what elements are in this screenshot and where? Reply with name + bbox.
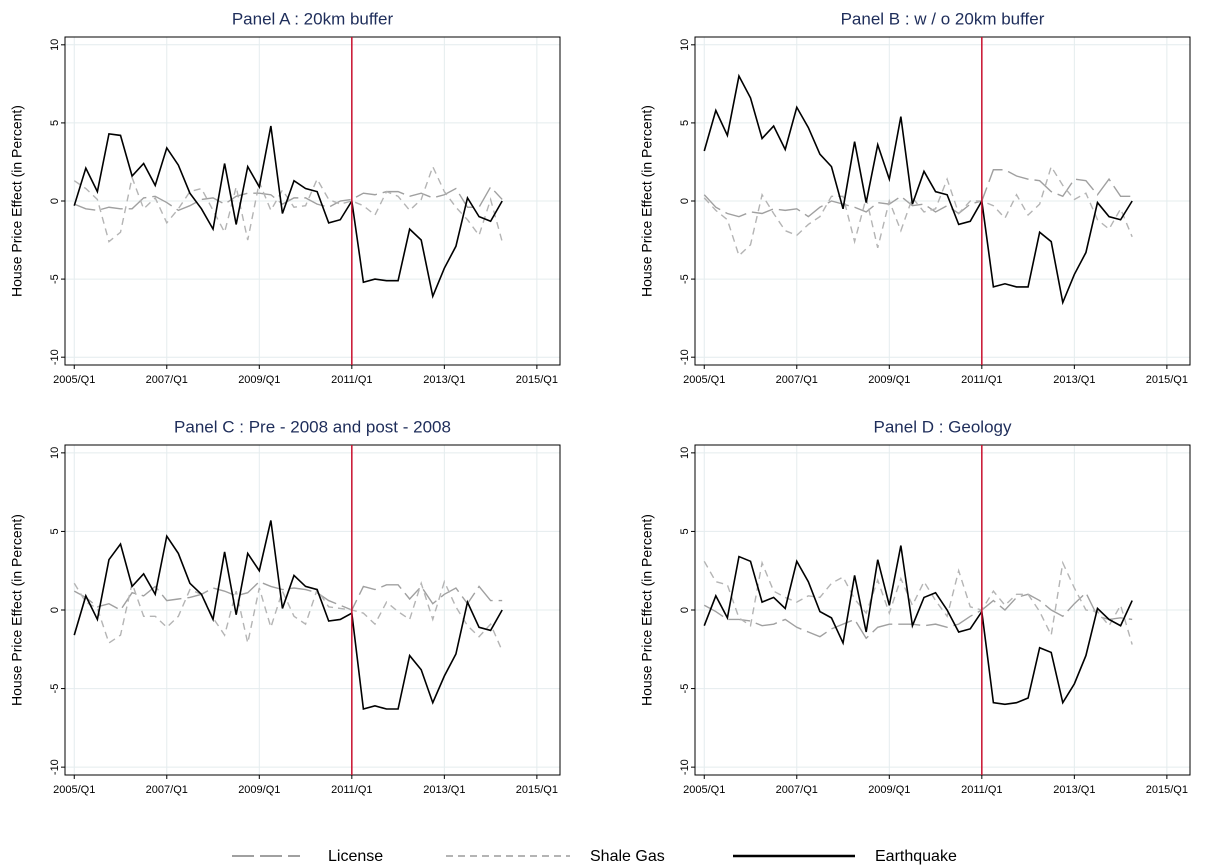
y-tick-label: -10 [679, 349, 691, 365]
y-tick-label: 10 [679, 39, 691, 51]
x-tick-label: 2005/Q1 [683, 784, 725, 796]
x-tick-label: 2005/Q1 [53, 784, 95, 796]
x-tick-label: 2013/Q1 [423, 374, 465, 386]
x-tick-label: 2015/Q1 [1146, 784, 1188, 796]
y-tick-label: 5 [679, 120, 691, 126]
y-tick-label: 0 [49, 607, 61, 613]
panel: Panel D : Geology House Price Effect (in … [639, 417, 1191, 796]
series-line [703, 73, 1133, 306]
y-tick-label: 0 [49, 198, 61, 204]
x-tick-label: 2011/Q1 [331, 374, 372, 386]
series-line [703, 169, 1133, 218]
x-tick-label: 2011/Q1 [961, 784, 1002, 796]
x-tick-label: 2007/Q1 [146, 784, 188, 796]
x-tick-label: 2015/Q1 [516, 374, 558, 386]
legend-label: Shale Gas [590, 848, 665, 865]
x-tick-label: 2007/Q1 [146, 374, 188, 386]
series-line [73, 580, 503, 611]
y-tick-label: -10 [49, 349, 61, 365]
series-line [703, 545, 1133, 706]
panel-title: Panel B : w / o 20km buffer [841, 9, 1045, 28]
series-line [703, 164, 1133, 257]
panel: Panel A : 20km buffer House Price Effect … [9, 9, 561, 386]
y-tick-label: 10 [679, 447, 691, 459]
series-line [73, 185, 503, 212]
y-tick-label: 0 [679, 198, 691, 204]
x-tick-label: 2009/Q1 [868, 784, 910, 796]
x-tick-label: 2009/Q1 [238, 374, 280, 386]
x-tick-label: 2005/Q1 [683, 374, 725, 386]
x-tick-label: 2005/Q1 [53, 374, 95, 386]
series-line [73, 125, 503, 300]
x-tick-label: 2013/Q1 [423, 784, 465, 796]
plot-frame [694, 444, 1191, 776]
y-tick-label: -10 [679, 759, 691, 775]
series-line [703, 560, 1133, 645]
panel-title: Panel D : Geology [874, 417, 1012, 436]
y-tick-label: -5 [679, 274, 691, 284]
y-tick-label: 10 [49, 447, 61, 459]
panel-title: Panel C : Pre - 2008 and post - 2008 [174, 417, 451, 436]
panel: Panel C : Pre - 2008 and post - 2008 Hous… [9, 417, 561, 796]
x-tick-label: 2015/Q1 [516, 784, 558, 796]
panel-title: Panel A : 20km buffer [232, 9, 394, 28]
plot-frame [64, 36, 561, 366]
y-tick-label: 10 [49, 39, 61, 51]
y-tick-label: -5 [49, 274, 61, 284]
legend-label: License [328, 848, 383, 865]
series-line [73, 164, 503, 243]
legend-label: Earthquake [875, 848, 957, 865]
y-tick-label: 0 [679, 607, 691, 613]
y-tick-label: -5 [679, 684, 691, 694]
y-axis-label: House Price Effect (in Percent) [9, 514, 25, 706]
legend: License Shale Gas Earthquake [232, 848, 957, 865]
x-tick-label: 2009/Q1 [238, 784, 280, 796]
x-tick-label: 2011/Q1 [961, 374, 1002, 386]
y-tick-label: 5 [679, 528, 691, 534]
y-axis-label: House Price Effect (in Percent) [9, 105, 25, 297]
series-line [703, 591, 1133, 640]
y-tick-label: -10 [49, 759, 61, 775]
y-axis-label: House Price Effect (in Percent) [639, 105, 655, 297]
y-tick-label: -5 [49, 684, 61, 694]
y-axis-label: House Price Effect (in Percent) [639, 514, 655, 706]
series-line [73, 579, 503, 652]
plot-frame [64, 444, 561, 776]
x-tick-label: 2007/Q1 [776, 374, 818, 386]
x-tick-label: 2013/Q1 [1053, 784, 1095, 796]
panel: Panel B : w / o 20km buffer House Price E… [639, 9, 1191, 386]
plot-frame [694, 36, 1191, 366]
x-tick-label: 2013/Q1 [1053, 374, 1095, 386]
y-tick-label: 5 [49, 120, 61, 126]
x-tick-label: 2007/Q1 [776, 784, 818, 796]
y-tick-label: 5 [49, 528, 61, 534]
x-tick-label: 2011/Q1 [331, 784, 372, 796]
x-tick-label: 2009/Q1 [868, 374, 910, 386]
x-tick-label: 2015/Q1 [1146, 374, 1188, 386]
series-line [73, 520, 503, 711]
